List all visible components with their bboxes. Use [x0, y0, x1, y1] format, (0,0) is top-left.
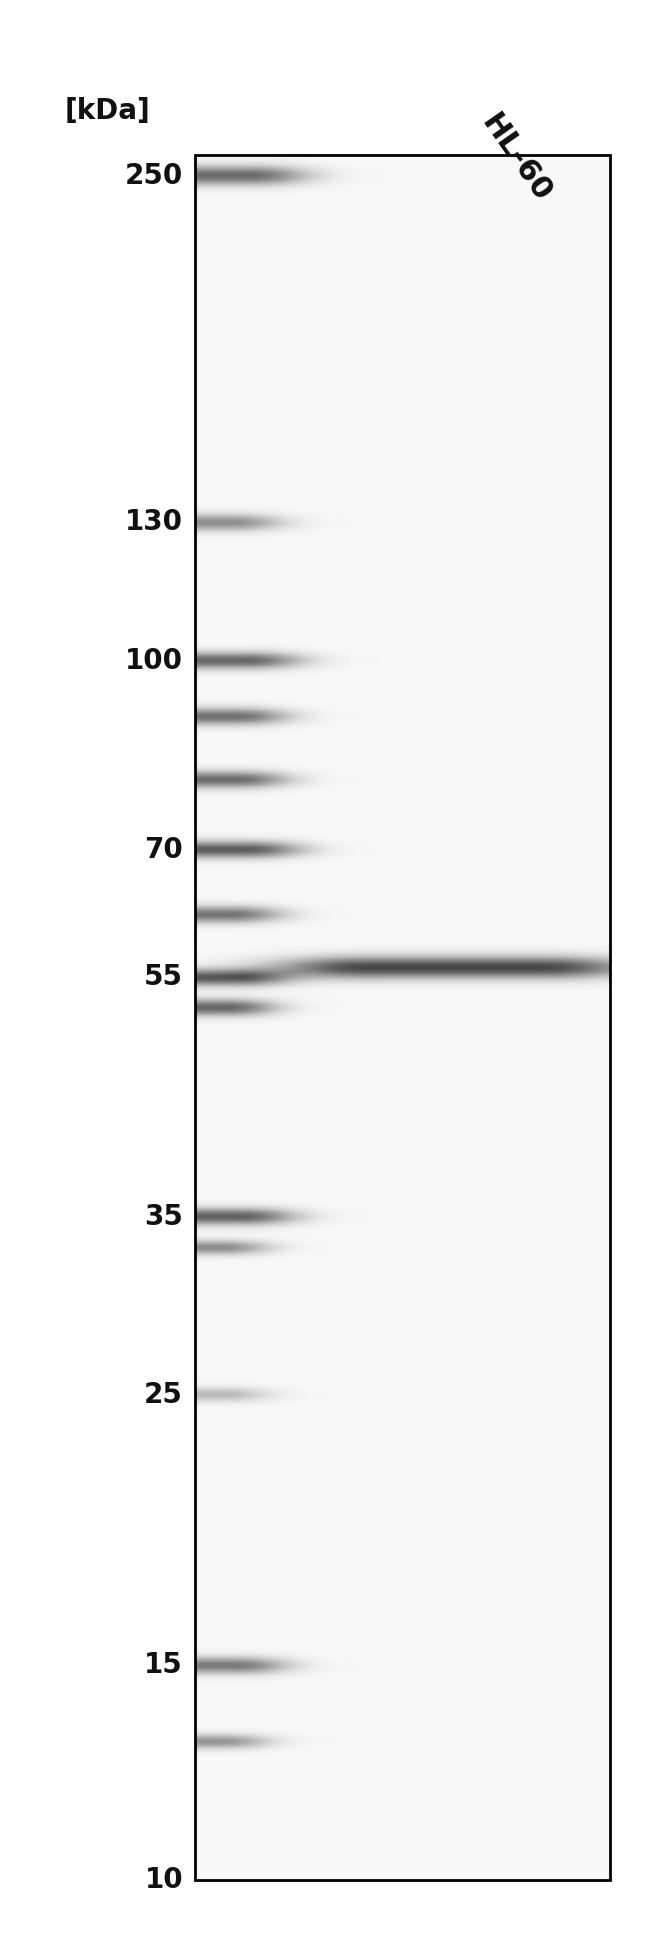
- Text: 15: 15: [144, 1652, 183, 1679]
- Text: HL-60: HL-60: [475, 109, 556, 208]
- Text: 55: 55: [144, 963, 183, 992]
- Text: 70: 70: [144, 837, 183, 864]
- Text: 35: 35: [144, 1203, 183, 1231]
- Text: 130: 130: [125, 509, 183, 536]
- Text: 250: 250: [125, 161, 183, 190]
- Text: 25: 25: [144, 1380, 183, 1409]
- Bar: [195, 155, 610, 1881]
- Text: [kDa]: [kDa]: [65, 97, 151, 124]
- Text: 100: 100: [125, 646, 183, 675]
- Text: 10: 10: [144, 1865, 183, 1894]
